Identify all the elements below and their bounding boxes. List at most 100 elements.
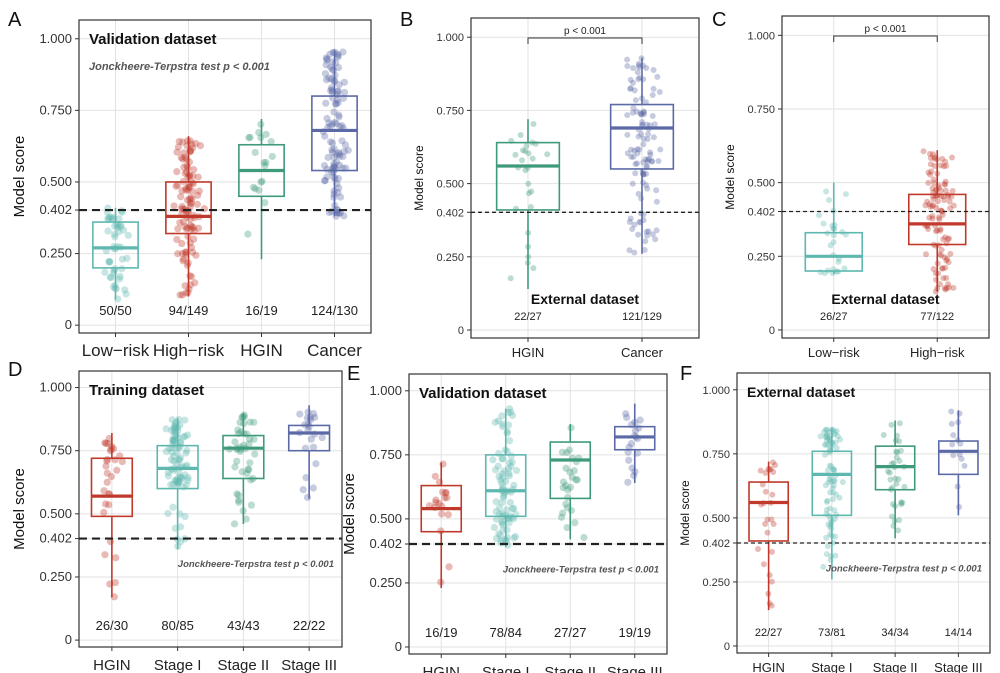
data-point xyxy=(336,152,344,160)
box-iqr xyxy=(92,221,139,269)
data-point xyxy=(823,498,830,505)
data-point xyxy=(106,258,114,266)
data-point xyxy=(235,491,243,499)
data-point xyxy=(334,53,342,61)
data-point xyxy=(173,460,181,468)
count-label: 43/43 xyxy=(227,618,260,633)
data-point xyxy=(831,431,838,438)
data-point xyxy=(192,139,200,148)
data-point xyxy=(929,203,936,210)
data-point xyxy=(332,100,340,108)
data-point xyxy=(644,232,651,239)
data-point xyxy=(820,563,827,570)
data-point xyxy=(185,183,193,191)
data-point xyxy=(165,444,173,452)
data-point xyxy=(169,436,177,445)
data-point xyxy=(192,251,200,259)
data-point xyxy=(441,489,450,497)
data-point xyxy=(174,250,182,258)
panel-title: External dataset xyxy=(831,291,939,307)
data-point xyxy=(815,212,822,219)
data-point xyxy=(927,155,934,162)
data-point xyxy=(837,436,844,443)
data-point xyxy=(636,64,643,71)
data-point xyxy=(636,146,643,153)
panel-letter-a: A xyxy=(8,9,22,31)
data-point xyxy=(178,473,186,481)
data-point xyxy=(830,489,837,496)
panel-frame xyxy=(408,373,668,655)
data-point xyxy=(632,170,639,177)
data-point xyxy=(772,461,779,468)
data-point xyxy=(167,426,176,435)
data-point xyxy=(122,290,130,298)
x-tick-label: Stage III xyxy=(607,664,663,673)
data-point xyxy=(178,249,187,258)
data-point xyxy=(635,190,642,197)
box-e-2 xyxy=(549,424,592,542)
data-point xyxy=(897,447,904,454)
data-point xyxy=(760,561,767,568)
y-tick-label: 0.750 xyxy=(369,447,402,462)
data-point xyxy=(519,147,526,154)
y-tick-label: 1.000 xyxy=(747,30,775,42)
data-point xyxy=(175,455,184,464)
data-point xyxy=(640,159,647,166)
data-point xyxy=(181,282,189,290)
x-tick-label: HGIN xyxy=(423,664,461,673)
data-point xyxy=(567,424,575,432)
data-point xyxy=(898,501,905,508)
data-point xyxy=(942,264,949,271)
data-point xyxy=(245,435,254,443)
data-point xyxy=(643,228,650,235)
data-point xyxy=(637,210,644,217)
data-point xyxy=(105,258,113,266)
data-point xyxy=(933,228,940,235)
data-point xyxy=(246,418,254,426)
data-point xyxy=(334,51,342,60)
box-iqr xyxy=(907,193,967,246)
data-point xyxy=(817,433,824,440)
data-point xyxy=(174,479,182,487)
data-point xyxy=(327,75,335,83)
box-iqr xyxy=(165,181,212,235)
data-point xyxy=(178,475,186,483)
data-point xyxy=(268,152,276,161)
data-point xyxy=(631,249,638,256)
data-point xyxy=(250,435,258,443)
data-point xyxy=(633,108,640,115)
data-point xyxy=(188,195,196,203)
data-point xyxy=(323,114,331,123)
data-point xyxy=(183,446,191,454)
data-point xyxy=(185,158,194,166)
data-point xyxy=(638,131,645,138)
x-tick-label: Stage III xyxy=(281,657,337,673)
data-point xyxy=(250,418,258,426)
box-d-3 xyxy=(287,405,331,502)
data-point xyxy=(650,134,657,141)
data-point xyxy=(559,509,567,517)
data-point xyxy=(762,488,769,495)
data-point xyxy=(173,481,182,489)
data-point xyxy=(175,477,183,486)
data-point xyxy=(115,275,124,283)
data-point xyxy=(641,247,648,254)
data-point xyxy=(118,458,126,466)
data-point xyxy=(325,74,333,82)
data-point xyxy=(643,182,650,189)
data-point xyxy=(171,436,179,444)
data-point xyxy=(937,162,944,169)
data-point xyxy=(495,472,503,481)
data-point xyxy=(302,474,310,482)
data-point xyxy=(170,452,178,460)
data-point xyxy=(187,199,195,207)
data-point xyxy=(505,437,514,445)
data-point xyxy=(943,257,950,264)
data-point xyxy=(943,285,950,292)
y-axis-label: Model score xyxy=(678,480,692,546)
data-point xyxy=(635,231,642,238)
data-point xyxy=(635,76,642,83)
data-point xyxy=(492,507,500,516)
x-tick-label: HGIN xyxy=(240,341,283,360)
data-point xyxy=(251,185,259,193)
